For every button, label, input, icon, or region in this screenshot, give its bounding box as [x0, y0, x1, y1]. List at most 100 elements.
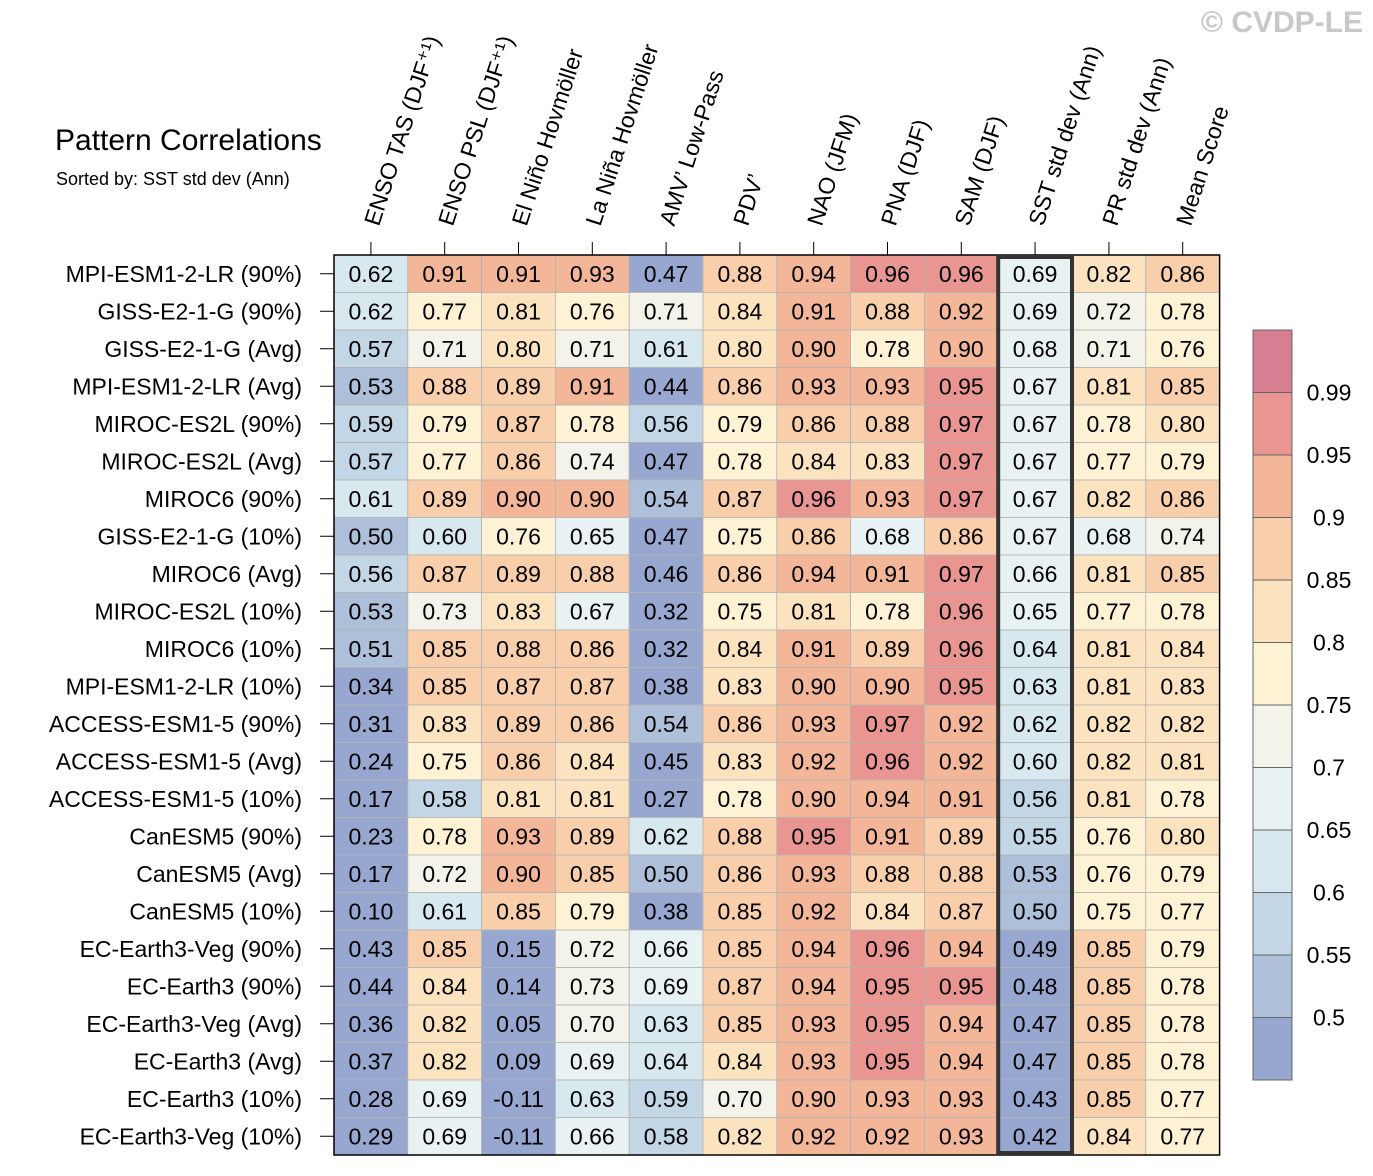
heatmap-cell [407, 367, 482, 406]
cell-value-label: 0.80 [496, 336, 541, 362]
cell-value-label: 0.69 [422, 1086, 467, 1112]
cell-value-label: 0.67 [570, 598, 615, 624]
row-label: EC-Earth3 (90%) [127, 973, 302, 999]
heatmap-cell [333, 554, 409, 593]
heatmap-cell [924, 292, 999, 331]
cell-value-label: 0.76 [496, 523, 541, 549]
cell-value-label: 0.81 [496, 298, 541, 324]
cell-value-label: 0.34 [349, 673, 394, 699]
colorbar-tick-label: 0.75 [1307, 692, 1352, 718]
cell-value-label: 0.86 [1160, 261, 1205, 287]
cell-value-label: 0.79 [422, 411, 467, 437]
heatmap-cell [481, 704, 556, 743]
heatmap-cell [850, 817, 925, 856]
cell-value-label: 0.73 [422, 598, 467, 624]
cell-value-label: 0.84 [1087, 1123, 1132, 1149]
heatmap-cell [407, 704, 482, 743]
cell-value-label: 0.69 [644, 973, 689, 999]
heatmap-cell [333, 704, 409, 743]
cell-value-label: 0.85 [718, 1011, 763, 1037]
cell-value-label: 0.82 [422, 1048, 467, 1074]
cell-value-label: 0.62 [644, 823, 689, 849]
heatmap-cell [628, 704, 704, 743]
column-label: SAM (DJF) [949, 112, 1009, 228]
cell-value-label: 0.85 [1087, 1048, 1132, 1074]
cell-value-label: 0.95 [865, 1048, 910, 1074]
cell-value-label: 0.47 [644, 523, 689, 549]
row-label: MIROC6 (Avg) [152, 561, 302, 587]
cell-value-label: 0.90 [496, 861, 541, 887]
cell-value-label: 0.57 [349, 448, 394, 474]
heatmap-cell [776, 704, 851, 743]
cell-value-label: 0.81 [1087, 561, 1132, 587]
cell-value-label: 0.24 [349, 748, 394, 774]
heatmap-cell [702, 1004, 778, 1043]
copyright-watermark: © CVDP-LE [1200, 6, 1363, 39]
heatmap-cell [850, 779, 925, 818]
cell-value-label: 0.85 [1087, 1086, 1132, 1112]
cell-value-label: 0.79 [1160, 448, 1205, 474]
cell-value-label: 0.69 [570, 1048, 615, 1074]
cell-value-label: 0.86 [718, 861, 763, 887]
colorbar-segment [1253, 955, 1292, 1018]
heatmap-cell [1071, 817, 1147, 856]
heatmap-cell [850, 742, 925, 781]
heatmap-cell [1071, 742, 1147, 781]
cell-value-label: 0.53 [349, 373, 394, 399]
heatmap-cell [924, 929, 999, 968]
cell-value-label: 0.87 [496, 673, 541, 699]
heatmap-cell [407, 1004, 482, 1043]
heatmap-cell [1071, 1079, 1147, 1118]
heatmap-cell [628, 517, 704, 556]
heatmap-cell [924, 1079, 999, 1118]
heatmap-cell [997, 929, 1073, 968]
colorbar-tick-label: 0.95 [1307, 442, 1352, 468]
cell-value-label: 0.85 [1087, 973, 1132, 999]
heatmap-cell [924, 329, 999, 368]
heatmap-cell [1071, 442, 1147, 481]
heatmap-cell [850, 1004, 925, 1043]
cell-value-label: 0.47 [644, 261, 689, 287]
cell-value-label: 0.80 [718, 336, 763, 362]
cell-value-label: 0.77 [1087, 448, 1132, 474]
cell-value-label: 0.69 [1013, 261, 1058, 287]
cell-value-label: 0.68 [865, 523, 910, 549]
colorbar-segment [1253, 392, 1292, 455]
heatmap-cell [481, 854, 556, 893]
cell-value-label: 0.86 [718, 561, 763, 587]
cell-value-label: 0.88 [865, 861, 910, 887]
heatmap-cell [997, 442, 1073, 481]
cell-value-label: 0.75 [1087, 898, 1132, 924]
cell-value-label: 0.53 [1013, 861, 1058, 887]
cell-value-label: 0.74 [1160, 523, 1205, 549]
cell-value-label: 0.65 [1013, 598, 1058, 624]
row-label: MPI-ESM1-2-LR (10%) [66, 673, 302, 699]
cell-value-label: 0.60 [1013, 748, 1058, 774]
cell-value-label: 0.77 [1160, 1086, 1205, 1112]
column-label: ENSO PSL (DJF⁺¹) [433, 32, 519, 228]
colorbar-tick-label: 0.99 [1307, 380, 1352, 406]
column-label: La Niña Hovmöller [580, 40, 663, 228]
cell-value-label: 0.71 [422, 336, 467, 362]
cell-value-label: 0.50 [1013, 898, 1058, 924]
cell-value-label: 0.91 [865, 561, 910, 587]
heatmap-cell [997, 329, 1073, 368]
heatmap-cell [481, 929, 556, 968]
cell-value-label: 0.65 [570, 523, 615, 549]
cell-value-label: 0.10 [349, 898, 394, 924]
heatmap-cell [850, 517, 925, 556]
cell-value-label: 0.80 [1160, 411, 1205, 437]
cell-value-label: 0.87 [422, 561, 467, 587]
colorbar-tick-label: 0.6 [1313, 880, 1345, 906]
heatmap-cell [481, 367, 556, 406]
cell-value-label: 0.67 [1013, 373, 1058, 399]
heatmap-cell [1071, 479, 1147, 518]
heatmap-cell [1071, 404, 1147, 443]
cell-value-label: 0.86 [496, 748, 541, 774]
heatmap-cell [1071, 1117, 1147, 1156]
heatmap-cell [1145, 554, 1221, 593]
cell-value-label: 0.93 [865, 1086, 910, 1112]
heatmap-cell [1071, 892, 1147, 931]
row-label: MPI-ESM1-2-LR (90%) [66, 261, 302, 287]
cell-value-label: 0.85 [718, 898, 763, 924]
